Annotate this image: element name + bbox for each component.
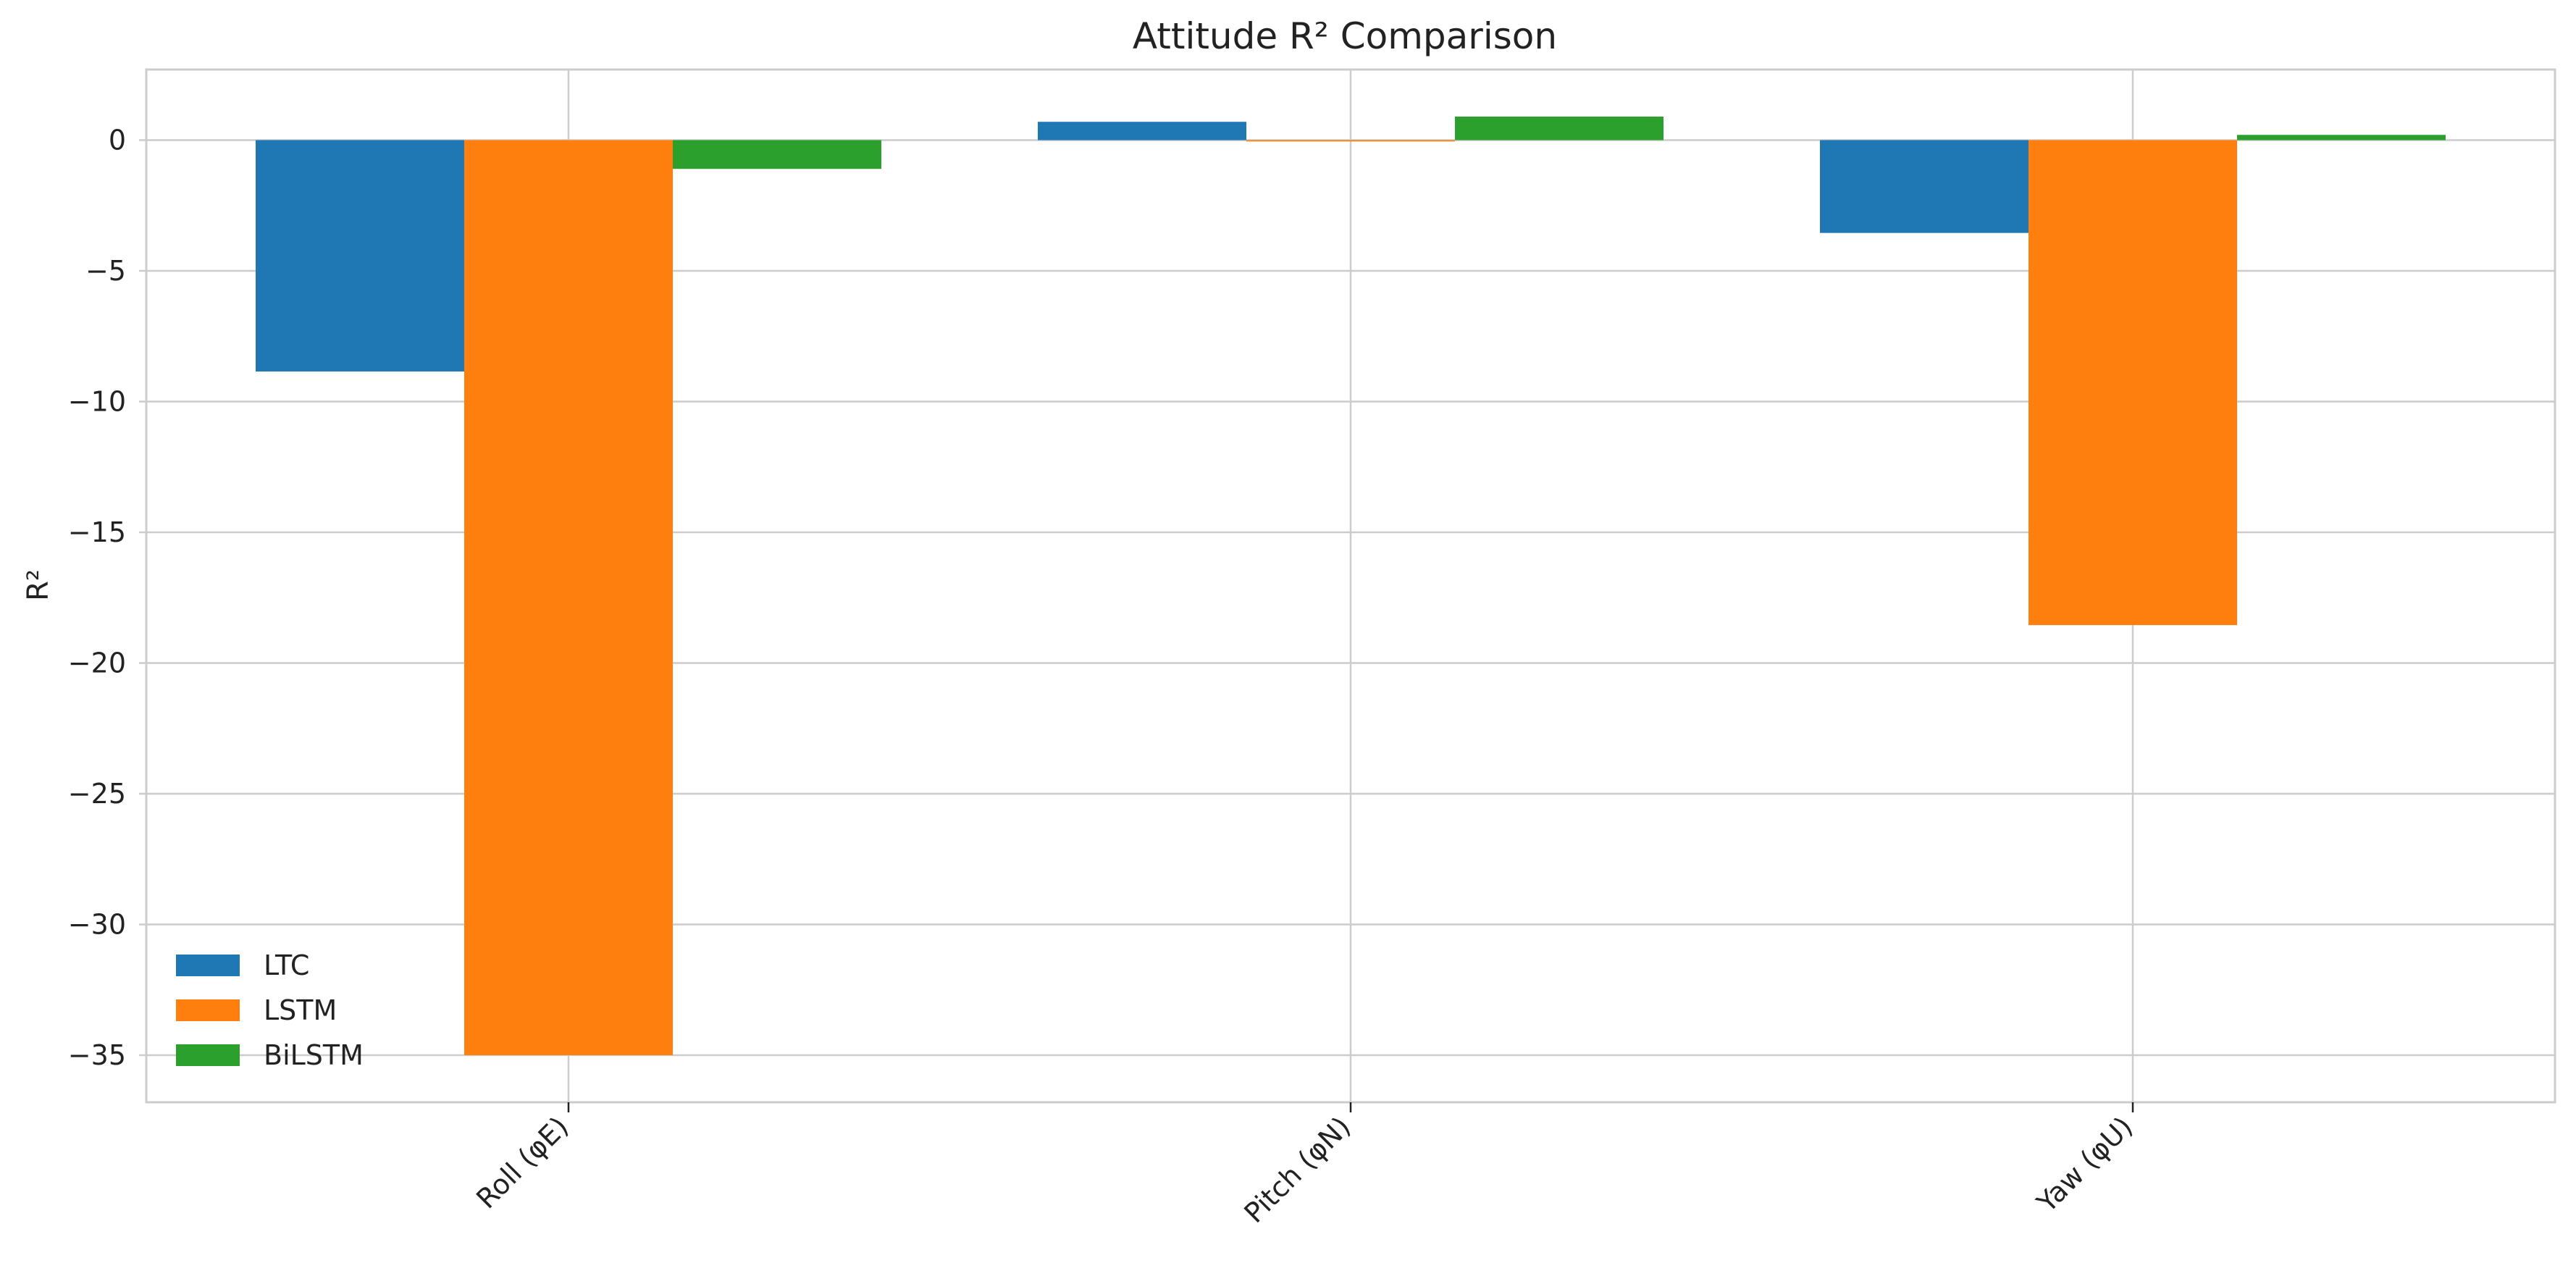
y-tick-label: −35 xyxy=(68,1039,126,1071)
chart-title: Attitude R² Comparison xyxy=(1133,15,1557,57)
x-tick-label: Roll (φE) xyxy=(470,1110,574,1215)
x-tick-label: Yaw (φU) xyxy=(2030,1110,2139,1219)
y-tick-label: −5 xyxy=(85,255,126,287)
y-tick-label: −15 xyxy=(68,516,126,548)
y-axis-label: R² xyxy=(22,569,55,601)
bar-lstm-1 xyxy=(1246,140,1455,142)
y-tick-label: −20 xyxy=(68,647,126,679)
bar-bilstm-1 xyxy=(1455,116,1664,140)
y-tick-label: −30 xyxy=(68,909,126,941)
legend-label-ltc: LTC xyxy=(264,949,309,981)
bar-ltc-1 xyxy=(1038,122,1246,140)
bar-ltc-0 xyxy=(256,140,464,372)
bar-bilstm-0 xyxy=(673,140,881,169)
bar-bilstm-2 xyxy=(2237,135,2446,140)
legend-swatch-bilstm xyxy=(176,1044,240,1066)
y-tick-label: 0 xyxy=(109,124,126,156)
x-tick-label: Pitch (φN) xyxy=(1238,1110,1356,1229)
legend-label-lstm: LSTM xyxy=(264,994,337,1026)
legend-swatch-ltc xyxy=(176,955,240,976)
bar-lstm-0 xyxy=(464,140,673,1056)
y-tick-label: −10 xyxy=(68,385,126,417)
bars-layer xyxy=(256,116,2446,1056)
bar-lstm-2 xyxy=(2029,140,2237,626)
y-tick-labels: 0 −5 −10 −15 −20 −25 −30 −35 xyxy=(68,124,126,1071)
x-tick-labels: Roll (φE) Pitch (φN) Yaw (φU) xyxy=(470,1102,2139,1229)
bar-ltc-2 xyxy=(1820,140,2029,233)
legend-label-bilstm: BiLSTM xyxy=(264,1039,364,1071)
legend-swatch-lstm xyxy=(176,999,240,1021)
legend: LTC LSTM BiLSTM xyxy=(176,949,364,1071)
y-tick-label: −25 xyxy=(68,778,126,810)
